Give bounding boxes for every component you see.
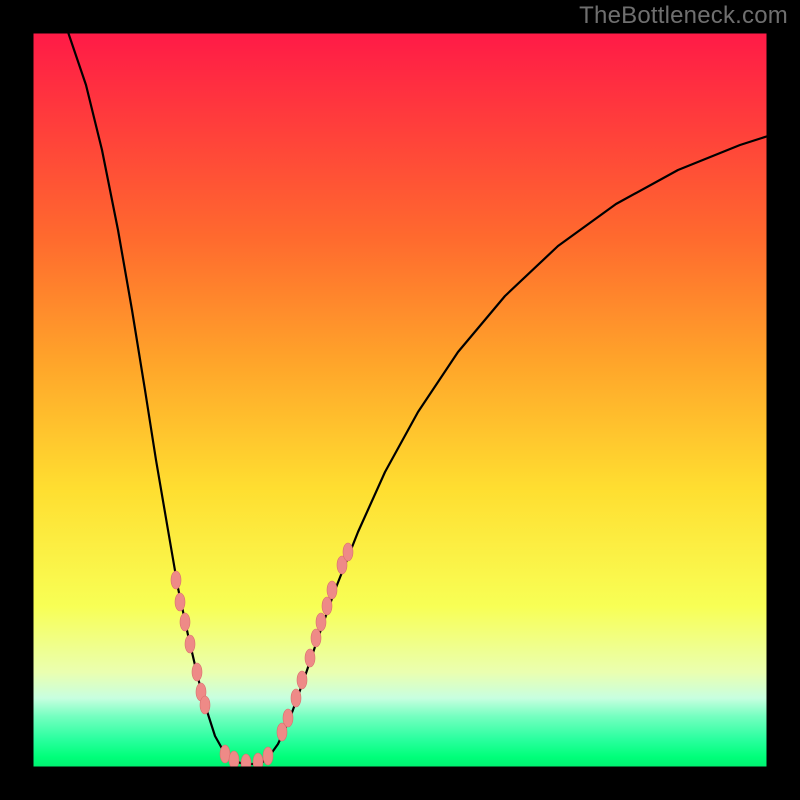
data-marker — [171, 571, 181, 589]
watermark-text: TheBottleneck.com — [579, 2, 788, 30]
data-marker — [192, 663, 202, 681]
plot-background — [32, 32, 768, 768]
data-marker — [305, 649, 315, 667]
data-marker — [229, 751, 239, 769]
data-marker — [283, 709, 293, 727]
data-marker — [343, 543, 353, 561]
data-marker — [291, 689, 301, 707]
data-marker — [322, 597, 332, 615]
data-marker — [200, 696, 210, 714]
data-marker — [175, 593, 185, 611]
data-marker — [327, 581, 337, 599]
data-marker — [311, 629, 321, 647]
data-marker — [297, 671, 307, 689]
data-marker — [180, 613, 190, 631]
data-marker — [316, 613, 326, 631]
chart-root: TheBottleneck.com — [0, 0, 800, 800]
data-marker — [220, 745, 230, 763]
data-marker — [263, 747, 273, 765]
data-marker — [185, 635, 195, 653]
chart-svg — [0, 0, 800, 800]
